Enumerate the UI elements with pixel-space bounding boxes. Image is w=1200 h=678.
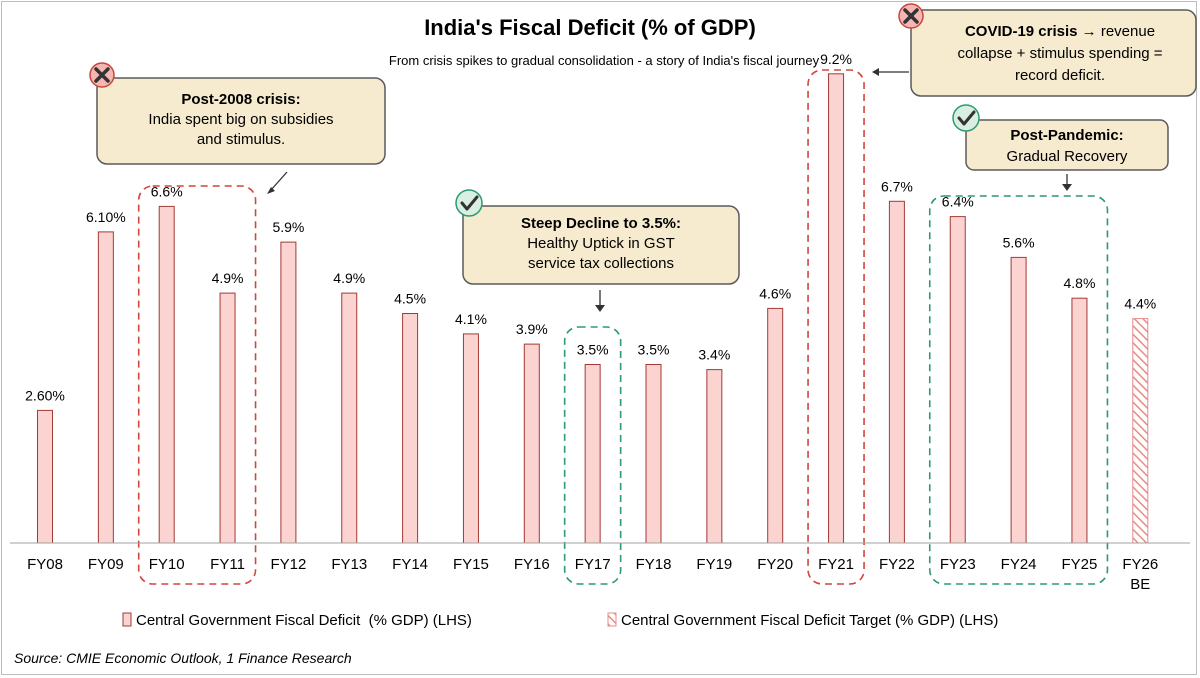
x-tick-label-suffix: BE — [1130, 576, 1150, 593]
callout-post-pandemic-line1: Gradual Recovery — [1007, 148, 1128, 165]
x-tick-label: FY18 — [636, 556, 672, 573]
bar-fy20 — [767, 307, 784, 544]
callout-post-2008-line2: and stimulus. — [197, 131, 285, 148]
bar-fy09 — [97, 231, 114, 544]
target-bar-fy26-be — [1132, 318, 1149, 544]
x-tick-label: FY15 — [453, 556, 489, 573]
chart-title: India's Fiscal Deficit (% of GDP) — [424, 15, 756, 40]
value-label-fy18: 3.5% — [638, 342, 670, 358]
cross-icon — [898, 3, 924, 29]
x-tick-label: FY20 — [757, 556, 793, 573]
value-label-fy09: 6.10% — [86, 209, 126, 225]
legend-label-actual: Central Government Fiscal Deficit (% GDP… — [136, 612, 472, 629]
x-tick-label: FY12 — [270, 556, 306, 573]
bar-fy15 — [462, 333, 479, 544]
callout-post-2008-line1: India spent big on subsidies — [148, 111, 333, 128]
callout-steep-decline: Steep Decline to 3.5%: Healthy Uptick in… — [455, 189, 740, 312]
x-tick-label: FY24 — [1001, 556, 1037, 573]
callout-post-2008: Post-2008 crisis: India spent big on sub… — [89, 62, 386, 194]
callout-covid-heading: COVID-19 crisis → revenue — [965, 23, 1155, 40]
cross-icon — [89, 62, 115, 88]
bar-fy14 — [402, 313, 419, 544]
x-tick-label: FY19 — [696, 556, 732, 573]
highlight-recovery-fy23 — [928, 195, 1109, 585]
check-icon — [952, 104, 980, 132]
value-label-fy11: 4.9% — [212, 270, 244, 286]
x-tick-label: FY26 — [1122, 556, 1158, 573]
bar-fy23 — [949, 216, 966, 544]
callout-steep-decline-line2: service tax collections — [528, 255, 674, 272]
callout-covid-line2: record deficit. — [1015, 67, 1105, 84]
value-label-fy10: 6.6% — [151, 183, 183, 199]
source-note: Source: CMIE Economic Outlook, 1 Finance… — [14, 650, 352, 666]
x-tick-label: FY25 — [1062, 556, 1098, 573]
x-tick-label: FY21 — [818, 556, 854, 573]
value-label-fy25: 4.8% — [1063, 275, 1095, 291]
x-tick-label: FY23 — [940, 556, 976, 573]
legend-swatch-actual — [122, 612, 132, 627]
highlight-crisis-fy10 — [137, 185, 257, 585]
chart-subtitle: From crisis spikes to gradual consolidat… — [389, 53, 820, 68]
x-tick-label: FY22 — [879, 556, 915, 573]
value-label-fy17: 3.5% — [577, 342, 609, 358]
x-tick-label: FY11 — [210, 556, 245, 573]
value-label-fy13: 4.9% — [333, 270, 365, 286]
bar-fy25 — [1071, 297, 1088, 544]
x-tick-label: FY17 — [575, 556, 611, 573]
value-label-fy19: 3.4% — [698, 347, 730, 363]
highlight-recovery-fy17 — [563, 326, 622, 585]
value-label-fy08: 2.60% — [25, 387, 65, 403]
bar-fy11 — [219, 292, 236, 544]
check-icon — [455, 189, 483, 217]
value-label-fy23: 6.4% — [942, 194, 974, 210]
bar-fy08 — [37, 409, 53, 544]
x-tick-label: FY08 — [27, 556, 63, 573]
x-tick-label: FY14 — [392, 556, 428, 573]
bar-fy18 — [645, 364, 662, 544]
callout-post-pandemic: Post-Pandemic: Gradual Recovery — [952, 104, 1169, 191]
bar-fy13 — [341, 292, 358, 544]
value-label-fy15: 4.1% — [455, 311, 487, 327]
value-label-fy24: 5.6% — [1003, 234, 1035, 250]
x-tick-labels: FY08 FY09 FY10 FY11 FY12 FY13 FY14 FY15 FY16 FY17… — [27, 556, 1158, 593]
bars — [37, 73, 1149, 544]
x-tick-label: FY16 — [514, 556, 550, 573]
highlight-regions — [137, 69, 1109, 585]
bar-fy19 — [706, 369, 723, 544]
callout-covid-bold: COVID-19 crisis — [965, 23, 1078, 40]
x-tick-label: FY09 — [88, 556, 124, 573]
value-label-fy21: 9.2% — [820, 51, 852, 67]
bar-fy12 — [280, 241, 297, 544]
value-label-fy12: 5.9% — [272, 219, 304, 235]
x-tick-label: FY10 — [149, 556, 185, 573]
callout-post-2008-heading: Post-2008 crisis: — [181, 91, 300, 108]
value-labels: 2.60% 6.10% 6.6% 4.9% 5.9% 4.9% 4.5% 4.1% 3.9% 3.… — [25, 51, 1156, 404]
callout-covid-suffix: → revenue — [1078, 23, 1156, 40]
callout-steep-decline-line1: Healthy Uptick in GST — [527, 235, 675, 252]
bar-fy22 — [888, 200, 905, 544]
callout-steep-decline-heading: Steep Decline to 3.5%: — [521, 215, 681, 232]
highlight-crisis-fy21 — [807, 69, 865, 585]
bar-fy16 — [523, 343, 540, 544]
value-label-fy22: 6.7% — [881, 178, 913, 194]
bar-fy24 — [1010, 256, 1027, 544]
callout-covid: COVID-19 crisis → revenue collapse + sti… — [872, 3, 1197, 97]
value-label-fy16: 3.9% — [516, 321, 548, 337]
bar-fy10 — [158, 205, 175, 544]
legend: Central Government Fiscal Deficit (% GDP… — [122, 612, 998, 629]
legend-label-target: Central Government Fiscal Deficit Target… — [621, 612, 998, 629]
bar-fy17 — [584, 364, 601, 544]
value-label-fy14: 4.5% — [394, 291, 426, 307]
callout-covid-line1: collapse + stimulus spending = — [957, 45, 1162, 62]
legend-swatch-target — [607, 612, 617, 627]
bar-fy21 — [828, 73, 845, 544]
value-label-fy26-be: 4.4% — [1124, 296, 1156, 312]
x-tick-label: FY13 — [331, 556, 367, 573]
value-label-fy20: 4.6% — [759, 285, 791, 301]
callout-post-pandemic-heading: Post-Pandemic: — [1010, 127, 1123, 144]
